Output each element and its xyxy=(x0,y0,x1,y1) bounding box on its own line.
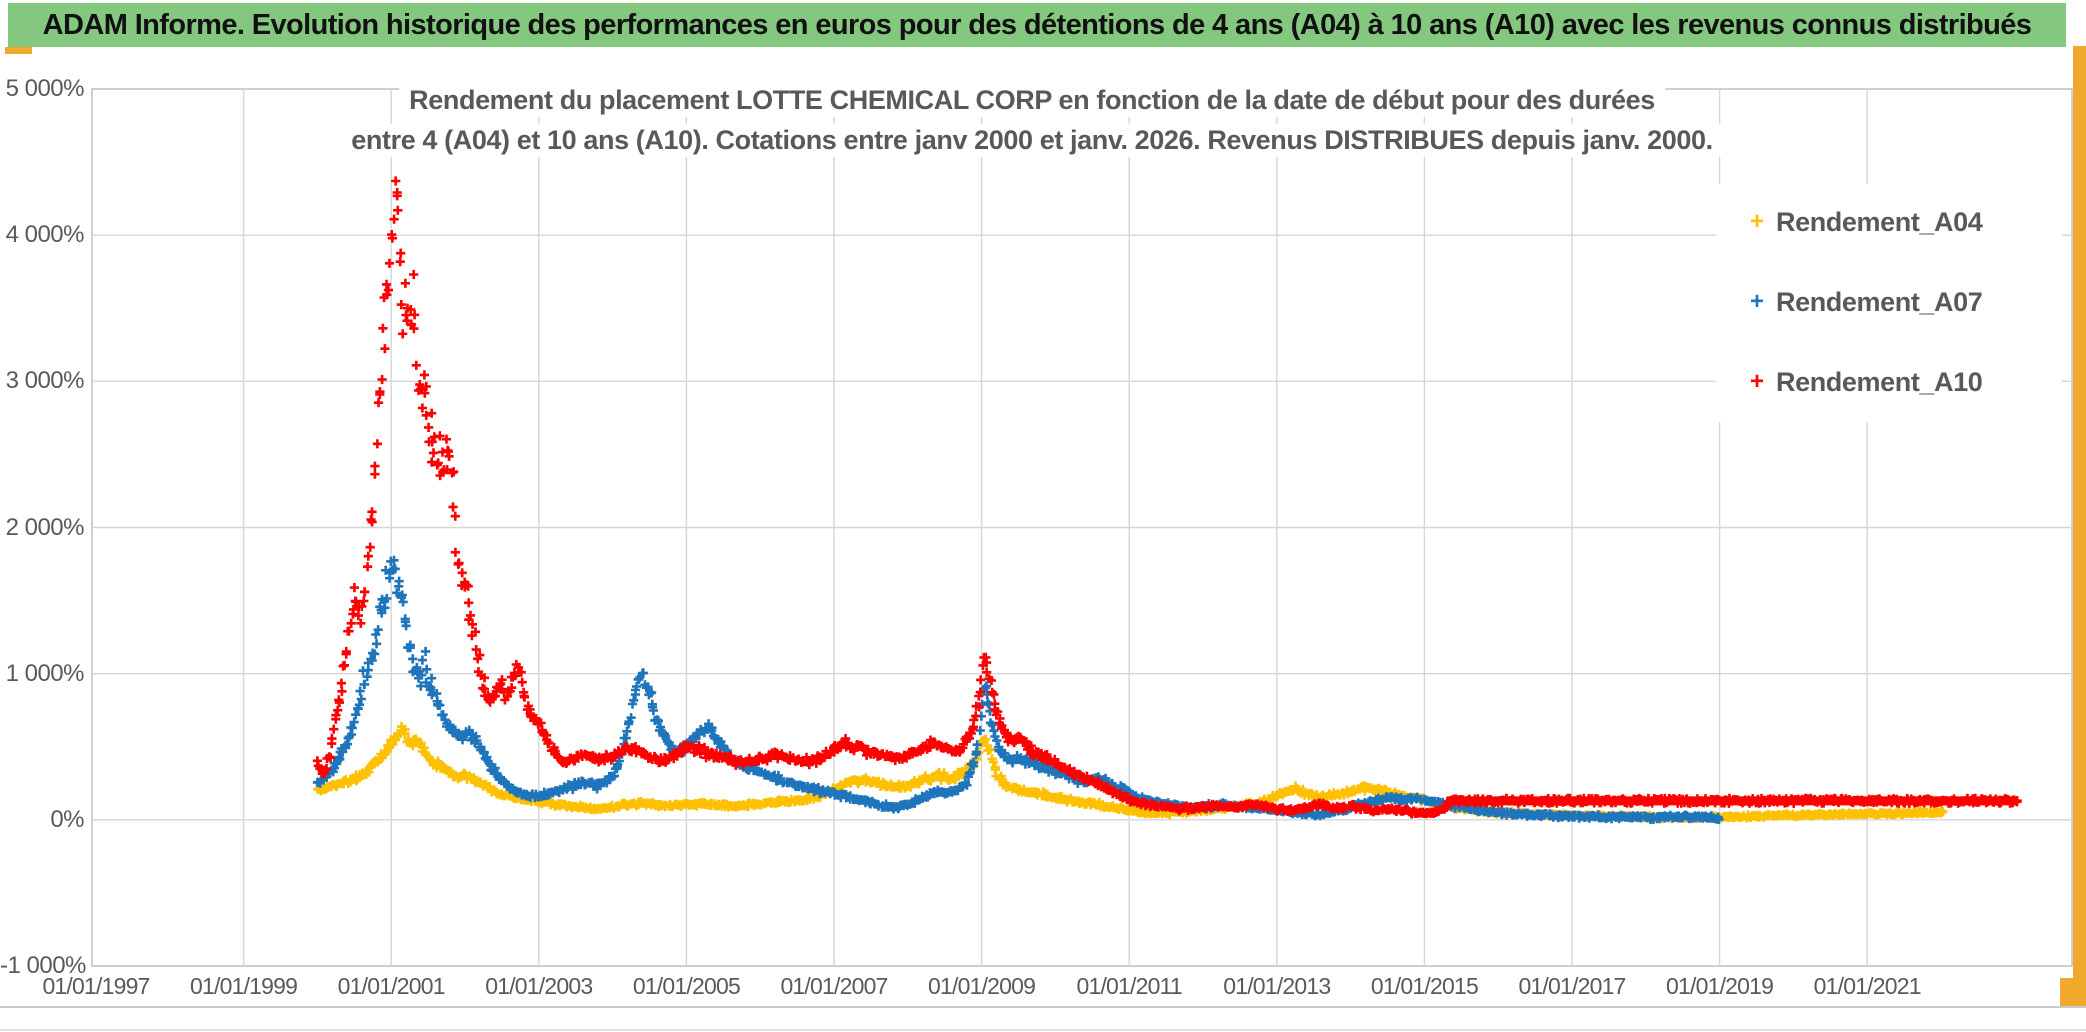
x-axis-tick-label: 01/01/2005 xyxy=(632,973,741,999)
bottom-edge-line xyxy=(0,1029,2086,1031)
right-scrollbar[interactable] xyxy=(2073,46,2086,986)
x-axis-tick-label: 01/01/1999 xyxy=(190,973,298,999)
x-axis-tick-label: 01/01/2017 xyxy=(1518,973,1626,999)
y-axis-tick-label: 3 000% xyxy=(5,367,85,395)
y-axis-tick-label: 4 000% xyxy=(5,221,85,249)
report-header-bar: ADAM Informe. Evolution historique des p… xyxy=(8,3,2066,47)
legend-label: Rendement_A10 xyxy=(1776,366,1983,397)
legend-label: Rendement_A04 xyxy=(1776,206,1983,237)
report-title: ADAM Informe. Evolution historique des p… xyxy=(42,8,2032,41)
x-axis-tick-label: 01/01/2021 xyxy=(1813,973,1922,999)
x-axis-tick-label: 01/01/1997 xyxy=(42,973,150,999)
plus-marker-icon: + xyxy=(1749,288,1764,315)
chart-legend: + Rendement_A04 + Rendement_A07 + Rendement_A… xyxy=(1716,184,2062,422)
legend-label: Rendement_A07 xyxy=(1776,286,1983,317)
x-axis-tick-label: 01/01/2015 xyxy=(1370,973,1479,999)
legend-item-rendement_a10[interactable]: + Rendement_A10 xyxy=(1744,362,1983,402)
plus-marker-icon: + xyxy=(1749,208,1764,235)
x-axis-tick-label: 01/01/2019 xyxy=(1666,973,1774,999)
x-axis-tick-label: 01/01/2013 xyxy=(1223,973,1331,999)
chart-title-line-2: entre 4 (A04) et 10 ans (A10). Cotations… xyxy=(341,124,1723,157)
x-axis-tick-label: 01/01/2001 xyxy=(337,973,446,999)
chart-title-line-1: Rendement du placement LOTTE CHEMICAL CO… xyxy=(399,84,1665,117)
legend-item-rendement_a04[interactable]: + Rendement_A04 xyxy=(1744,202,1983,242)
x-axis-tick-label: 01/01/2003 xyxy=(485,973,593,999)
y-axis-tick-label: 5 000% xyxy=(5,75,85,102)
header-accent-square xyxy=(5,47,32,54)
x-axis-tick-label: 01/01/2011 xyxy=(1076,973,1182,999)
corner-resize-handle[interactable] xyxy=(2060,978,2086,1008)
x-axis-tick-label: 01/01/2007 xyxy=(780,973,888,999)
y-axis-tick-label: 2 000% xyxy=(5,513,85,541)
y-axis-tick-label: 1 000% xyxy=(5,659,85,687)
window-divider-line xyxy=(0,1006,2086,1008)
y-axis-tick-label: -1 000% xyxy=(0,952,86,979)
legend-item-rendement_a07[interactable]: + Rendement_A07 xyxy=(1744,282,1983,322)
y-axis-tick-label: 0% xyxy=(50,805,84,833)
x-axis-tick-label: 01/01/2009 xyxy=(928,973,1036,999)
plus-marker-icon: + xyxy=(1749,368,1764,395)
